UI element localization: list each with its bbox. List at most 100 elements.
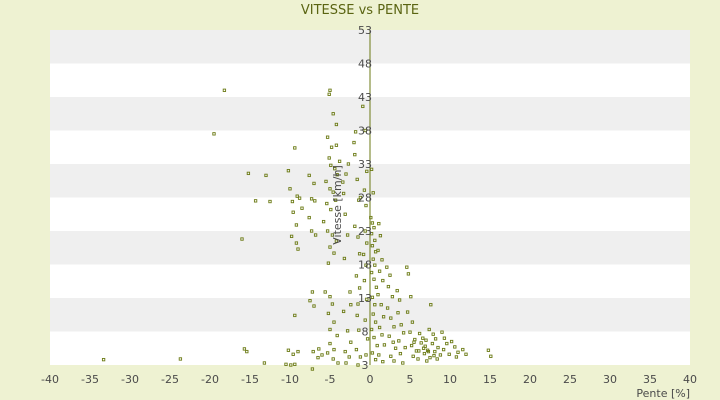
data-point [372,335,376,340]
data-point [356,235,360,239]
data-point [342,256,347,261]
data-point [316,355,320,360]
data-point [447,352,451,356]
data-point [336,361,340,365]
data-point [289,234,294,239]
data-point [327,156,331,160]
data-point [419,341,423,345]
data-point [262,361,267,365]
data-point [421,336,425,340]
x-axis-label: Pente [%] [636,387,690,400]
data-point [309,197,314,201]
data-point [387,334,391,338]
data-point [377,221,381,226]
y-tick-label: 38 [358,125,372,138]
y-tick-label: 53 [358,24,372,37]
data-point [361,252,366,257]
y-axis-label: Vitesse [km/h] [331,165,344,245]
data-point [371,312,375,316]
data-point [345,329,350,333]
data-point [343,212,347,216]
data-point [333,198,338,202]
data-point [293,362,297,366]
data-point [331,357,335,361]
data-point [395,288,399,293]
data-point [385,306,390,310]
data-point [321,219,326,224]
x-tick-label: -5 [325,373,336,386]
data-point [378,234,383,238]
data-point [365,337,370,341]
data-point [392,325,396,329]
data-point [328,245,332,249]
data-point [348,290,352,294]
data-point [178,357,183,361]
data-point [441,347,446,352]
data-point [328,88,332,92]
data-point [329,145,334,149]
data-point [417,331,422,336]
data-point [240,237,244,241]
data-point [329,163,333,167]
data-point [425,359,429,363]
data-point [357,286,362,290]
data-point [320,353,324,357]
data-point [312,181,316,186]
x-tick-label: 20 [523,373,537,386]
data-point [356,363,360,367]
data-point [372,225,376,230]
x-tick-label: 5 [407,373,414,386]
data-point [296,247,300,251]
data-point [343,349,347,354]
data-point [454,355,459,359]
data-point [363,128,367,133]
data-point [296,349,300,354]
data-point [330,233,335,237]
data-point [328,295,332,299]
data-point [344,172,348,176]
data-point [353,152,357,157]
data-point [317,347,321,351]
data-point [335,333,339,338]
x-tick-labels: -40 -35 -30 -25 -20 -15 -10 -5 0 5 10 15 20 25 30 35 40 [41,373,697,386]
data-point [290,199,295,204]
data-point [398,351,403,356]
data-point [389,354,393,358]
data-point [344,361,348,365]
data-point [370,244,375,248]
data-point [268,199,272,204]
data-point [308,299,312,303]
data-point [357,252,362,256]
x-tick-label: 35 [643,373,657,386]
data-point [428,355,432,360]
data-point [363,318,367,322]
data-point [295,194,299,198]
data-point [326,261,331,265]
data-point [332,251,336,255]
data-point [337,159,342,163]
data-point [376,248,380,253]
data-point [391,340,395,344]
data-point [101,357,106,362]
data-point [365,297,369,301]
x-tick-label: -15 [241,373,259,386]
data-point [409,343,414,348]
data-point [356,302,360,306]
data-point [381,278,385,283]
data-point [352,140,356,145]
data-point [289,363,293,367]
data-point [362,278,367,283]
data-point [431,332,435,336]
data-point [453,345,457,349]
data-point [412,340,416,344]
data-point [373,357,378,362]
data-point [349,340,353,344]
data-point [353,224,357,228]
data-point [212,132,216,136]
data-point [294,241,299,245]
data-point [416,357,420,361]
data-point [293,146,297,150]
data-point [364,353,368,357]
